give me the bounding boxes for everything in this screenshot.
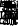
X-axis label: $R$ (\AA): $R$ (\AA) <box>0 26 18 27</box>
Text: 50: 50 <box>1 1 17 14</box>
Text: (2.2): (2.2) <box>0 14 16 27</box>
Text: Figure 2.4  Components of the Li–F potential-energy curve $E(R) = E^{\rm(L)}(R) : Figure 2.4 Components of the Li–F potent… <box>2 7 18 27</box>
Text: $E^{\rm(NL)}(R) = E^{\rm(L)}(R) - E(R)$: $E^{\rm(NL)}(R) = E^{\rm(L)}(R) - E(R)$ <box>0 14 18 27</box>
Text: and is also plotted in Fig. 2.4 (squares, right-hand scale). In perturbation-the: and is also plotted in Fig. 2.4 (squares… <box>2 15 18 27</box>
Text: $E$: $E$ <box>0 0 8 10</box>
Text: (kcal mol$^{-1}$): (kcal mol$^{-1}$) <box>0 0 18 13</box>
Text: “ Lewis-structure ” picture, i.e., by a localized wavefunction of doubly occupie: “ Lewis-structure ” picture, i.e., by a … <box>2 8 18 27</box>
Text: $E^{\rm(NL)}$  →: $E^{\rm(NL)}$ → <box>6 0 18 11</box>
Text: ← $E^{\rm(L)}$: ← $E^{\rm(L)}$ <box>6 0 18 14</box>
Text: Electrostatic and ionic bonding: Electrostatic and ionic bonding <box>0 1 18 15</box>
